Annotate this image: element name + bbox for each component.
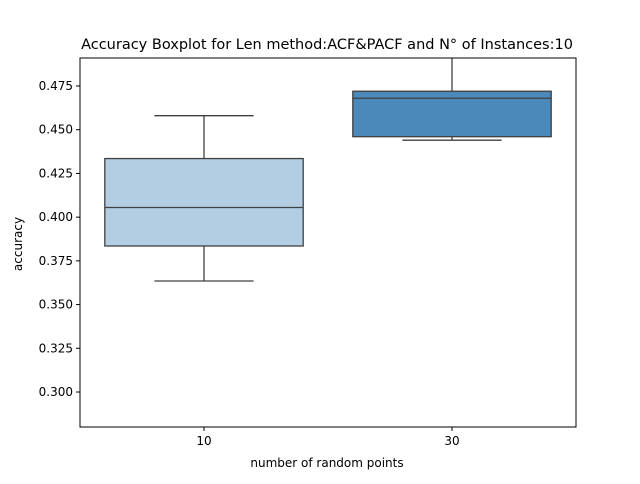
x-axis-label: number of random points [250,456,403,470]
chart-title: Accuracy Boxplot for Len method:ACF&PACF… [81,37,573,53]
axes-frame [79,57,577,428]
y-tick-label-4: 0.400 [39,210,73,224]
plot-area [104,58,552,282]
y-axis-label: accuracy [11,217,25,271]
y-tick-label-0: 0.300 [39,385,73,399]
box-10 [104,115,304,282]
y-tick-label-1: 0.325 [39,341,73,355]
x-tick-label-10: 10 [196,434,211,448]
y-axis: 0.300 0.325 0.350 0.375 0.400 0.425 0.450 0.475 [39,79,80,399]
box-iqr-10 [104,157,304,247]
y-tick-label-7: 0.475 [39,79,73,93]
y-tick-label-6: 0.450 [39,123,73,137]
y-tick-label-5: 0.425 [39,166,73,180]
box-30 [352,58,552,141]
x-axis: 10 30 [196,427,460,448]
x-tick-label-30: 30 [444,434,459,448]
y-tick-label-3: 0.375 [39,254,73,268]
y-tick-label-2: 0.350 [39,298,73,312]
